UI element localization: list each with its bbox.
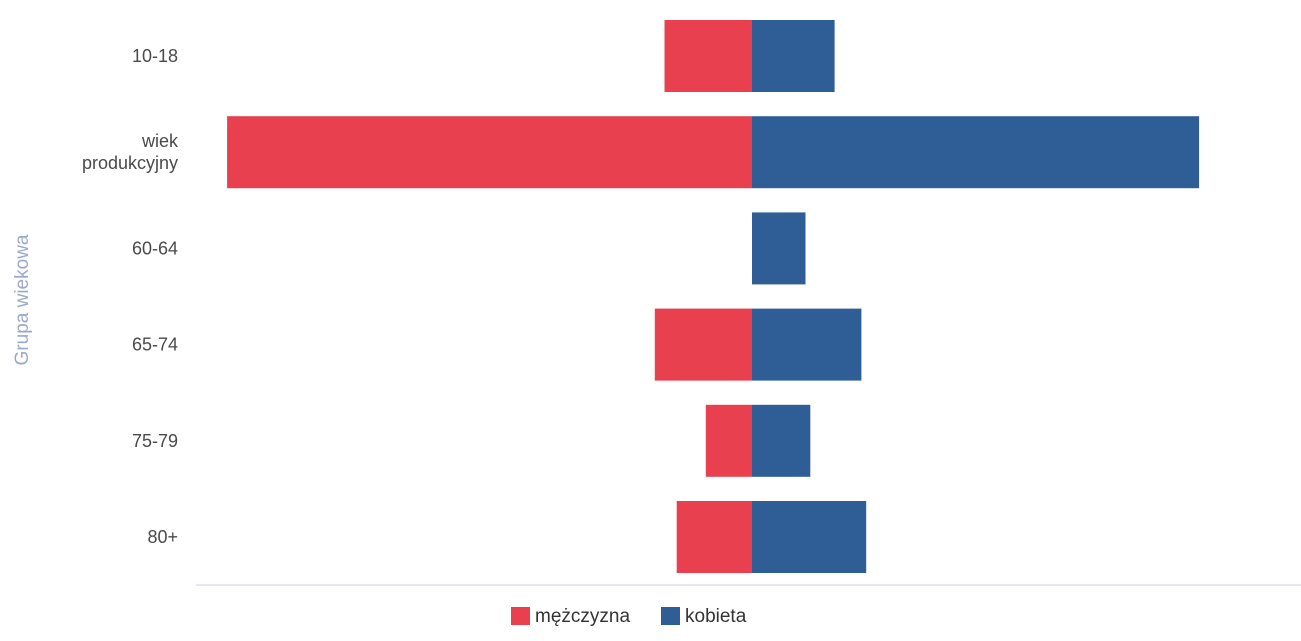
legend-label-male: mężczyzna <box>535 606 630 627</box>
legend-swatch-male <box>511 607 530 625</box>
bar-female-75-79 <box>752 404 811 477</box>
legend-label-female: kobieta <box>685 606 747 627</box>
category-label-line: 65-74 <box>132 335 178 355</box>
category-label: 60-64 <box>132 238 178 258</box>
category-label: 80+ <box>147 527 178 547</box>
category-label-line: 80+ <box>147 527 178 547</box>
bar-female-60-64 <box>752 212 806 285</box>
category-label: 65-74 <box>132 335 178 355</box>
y-axis-title: Grupa wiekowa <box>12 234 33 365</box>
category-label-line: wiek <box>141 131 179 151</box>
bar-male-80- <box>676 501 752 573</box>
category-label-line: produkcyjny <box>82 153 178 173</box>
bar-female-10-18 <box>752 20 835 92</box>
bar-male-65-74 <box>654 308 752 381</box>
legend-swatch-female <box>661 607 680 625</box>
category-label: wiek produkcyjny <box>82 131 179 173</box>
bar-male-10-18 <box>664 20 752 92</box>
category-label-line: 75-79 <box>132 431 178 451</box>
bar-female-65-74 <box>752 308 862 381</box>
bar-male-75-79 <box>705 404 752 477</box>
category-label: 10-18 <box>132 46 178 66</box>
category-labels: 10-18 wiek produkcyjny 60-64 65-74 75-79 80+ <box>82 46 179 547</box>
bars-layer <box>227 20 1200 573</box>
bar-male-wiek-produkcyjny <box>227 116 753 189</box>
bar-female-80- <box>752 501 867 573</box>
category-label: 75-79 <box>132 431 178 451</box>
category-label-line: 10-18 <box>132 46 178 66</box>
bar-female-wiek-produkcyjny <box>752 116 1200 189</box>
category-label-line: 60-64 <box>132 238 178 258</box>
legend: mężczyzna kobieta <box>511 606 747 627</box>
